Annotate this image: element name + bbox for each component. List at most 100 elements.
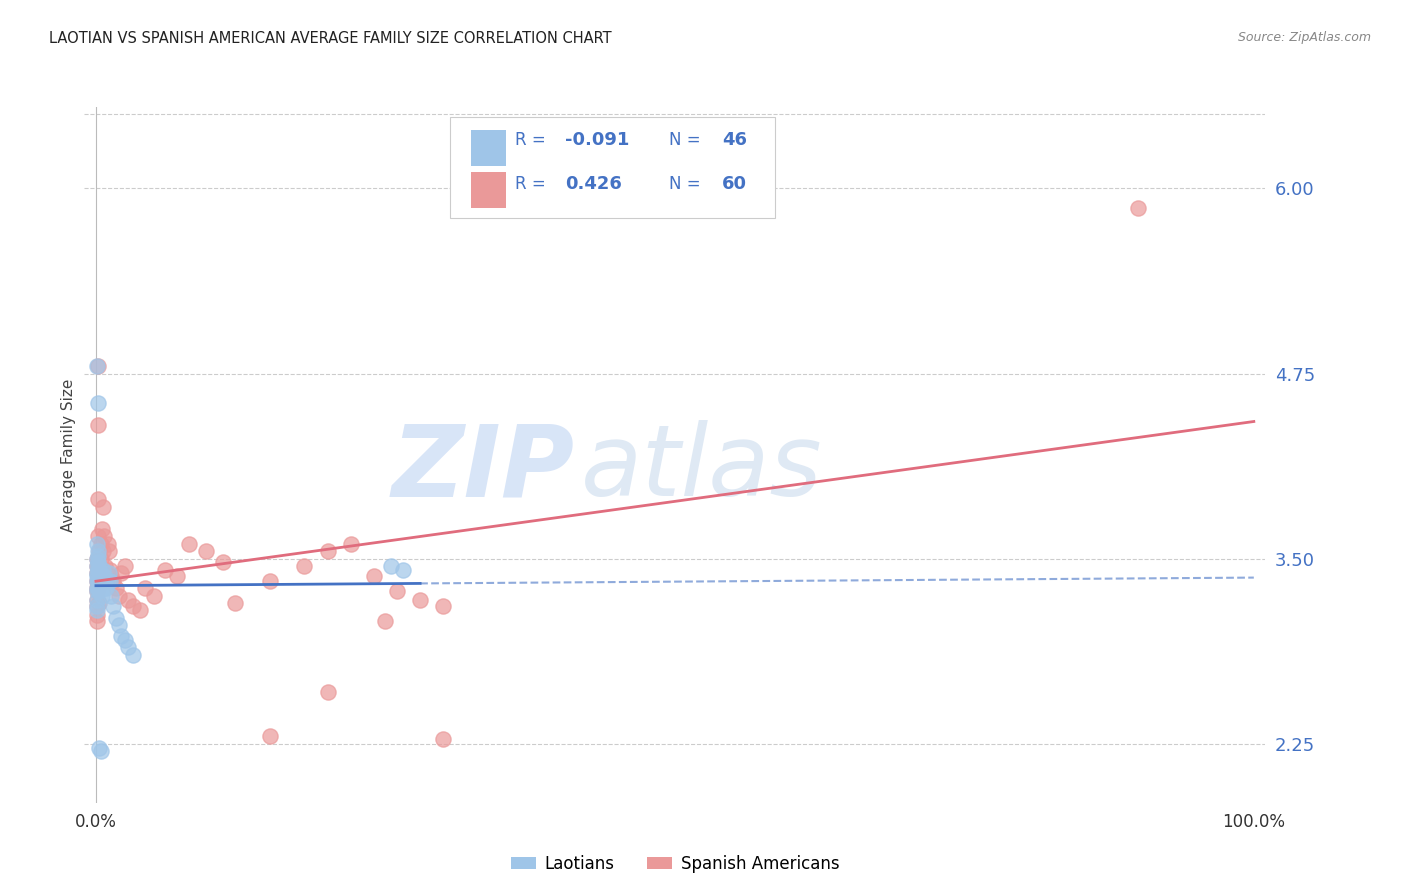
Point (98, 574, 121, 588)
Point (90, 551, 112, 566)
Point (194, 544, 217, 558)
Point (90, 574, 112, 588)
Point (90, 578, 112, 592)
Point (292, 558, 315, 573)
Point (97, 566, 120, 581)
Point (224, 596, 246, 610)
Point (86, 566, 108, 581)
Point (110, 628, 132, 642)
Text: N =: N = (669, 175, 706, 194)
Point (155, 563, 177, 577)
Point (166, 569, 188, 583)
Point (339, 537, 361, 551)
Point (93, 529, 115, 543)
Point (1126, 201, 1149, 215)
Point (86, 551, 108, 566)
Point (432, 732, 454, 747)
Point (391, 563, 413, 577)
Point (90, 566, 112, 581)
Point (86, 359, 108, 373)
Point (93, 569, 115, 583)
Point (86, 574, 108, 588)
Point (87, 581, 110, 595)
Text: ZIP: ZIP (391, 420, 575, 517)
Point (86, 537, 108, 551)
Point (87, 396, 110, 410)
Point (385, 584, 408, 599)
Text: R =: R = (516, 131, 551, 149)
Point (87, 359, 110, 373)
Point (114, 558, 136, 573)
Point (86, 574, 108, 588)
Point (110, 566, 132, 581)
Point (409, 593, 432, 607)
Point (90, 589, 112, 603)
Point (96, 537, 118, 551)
Point (374, 614, 396, 628)
Point (87, 581, 110, 595)
Point (316, 544, 339, 558)
Point (86, 581, 108, 595)
Point (94, 558, 117, 573)
Point (86, 603, 108, 617)
Point (104, 581, 127, 595)
Point (86, 551, 108, 566)
Point (96, 574, 118, 588)
Y-axis label: Average Family Size: Average Family Size (60, 378, 76, 532)
Point (134, 581, 156, 595)
Point (117, 593, 139, 607)
Point (86, 584, 108, 599)
Point (98, 563, 121, 577)
Point (89, 558, 111, 573)
Point (103, 574, 125, 588)
Point (87, 544, 110, 558)
Point (89, 596, 111, 610)
Point (87, 529, 110, 543)
Text: LAOTIAN VS SPANISH AMERICAN AVERAGE FAMILY SIZE CORRELATION CHART: LAOTIAN VS SPANISH AMERICAN AVERAGE FAMI… (49, 31, 612, 46)
Point (104, 611, 127, 625)
Text: -0.091: -0.091 (565, 131, 630, 149)
Point (94, 574, 117, 588)
Point (87, 418, 110, 433)
Point (89, 741, 111, 756)
Point (100, 589, 122, 603)
Point (108, 618, 131, 632)
Point (90, 744, 112, 758)
Point (177, 537, 200, 551)
Point (89, 544, 111, 558)
Point (86, 569, 108, 583)
Text: 46: 46 (723, 131, 747, 149)
Point (432, 599, 454, 613)
Point (86, 581, 108, 595)
Text: 60: 60 (723, 175, 747, 194)
Text: R =: R = (516, 175, 557, 194)
Point (259, 729, 281, 743)
Point (87, 492, 110, 507)
Point (86, 599, 108, 613)
Point (91, 544, 114, 558)
Point (89, 569, 111, 583)
Text: atlas: atlas (581, 420, 823, 517)
Point (87, 554, 110, 568)
Point (380, 558, 402, 573)
Bar (471, 172, 506, 208)
Bar (471, 130, 506, 166)
Point (89, 584, 111, 599)
Point (86, 614, 108, 628)
Point (91, 581, 114, 595)
Point (90, 522, 112, 536)
Point (87, 574, 110, 588)
FancyBboxPatch shape (450, 118, 775, 219)
Point (142, 589, 165, 603)
Point (316, 685, 339, 699)
Text: 0.426: 0.426 (565, 175, 621, 194)
Text: Source: ZipAtlas.com: Source: ZipAtlas.com (1237, 31, 1371, 45)
Point (259, 574, 281, 588)
Point (122, 648, 145, 662)
Point (91, 500, 114, 514)
Point (86, 599, 108, 613)
Point (117, 640, 139, 655)
Point (90, 566, 112, 581)
Legend: Laotians, Spanish Americans: Laotians, Spanish Americans (503, 848, 846, 880)
Point (96, 581, 118, 595)
